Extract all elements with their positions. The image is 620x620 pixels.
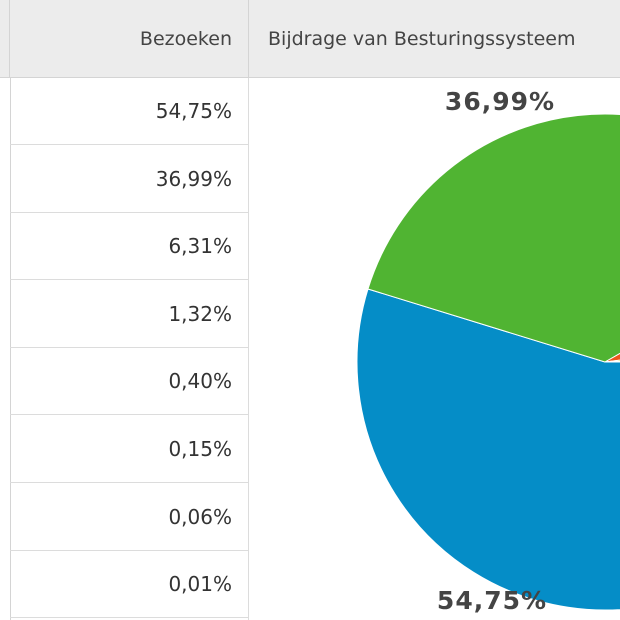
table-cell: 54,75%	[10, 78, 248, 145]
table-cell: 0,40%	[10, 348, 248, 416]
header-cell[interactable]: Bezoeken	[10, 0, 249, 78]
pie-slice	[367, 113, 620, 363]
table-cell: 1,32%	[10, 281, 248, 348]
header-cell	[0, 0, 10, 78]
pie-slice	[356, 288, 620, 611]
slice-label: 36,99%	[445, 87, 555, 116]
header-cell: Bijdrage van Besturingssysteem	[249, 0, 620, 78]
table-cell: 0,15%	[10, 416, 248, 483]
column-divider	[248, 78, 249, 620]
slice-label: 54,75%	[437, 586, 547, 615]
column-divider	[0, 78, 11, 620]
pie-slice	[604, 352, 620, 363]
table-cell: 0,06%	[10, 484, 248, 551]
table-cell: 6,31%	[10, 213, 248, 281]
table-cell: 0,01%	[10, 551, 248, 619]
table-cell: 36,99%	[10, 146, 248, 213]
